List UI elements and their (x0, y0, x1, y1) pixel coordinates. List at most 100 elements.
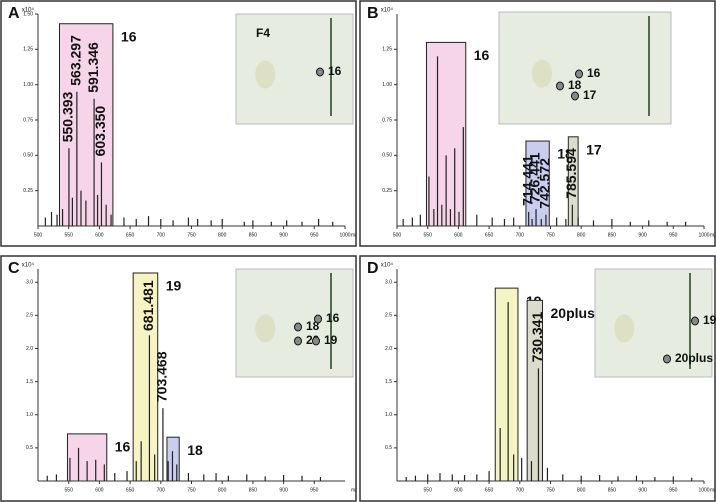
y-tick-label: 1.25 (382, 47, 392, 53)
inset-image: 18162019 (235, 268, 354, 378)
x-tick-label: 800 (218, 232, 227, 238)
inset-spot (575, 69, 583, 79)
y-tick-label: 1.5 (385, 379, 392, 385)
peak-annotation: 726.441 (527, 152, 543, 203)
x-tick-label: 550 (424, 232, 433, 238)
peak-annotation: 591.346 (85, 42, 101, 93)
x-axis-label: m/z (351, 232, 357, 238)
spectrum-panel: 16 500 550 600 650 700 750 800 850 900 950 1000 0.25… (0, 0, 357, 247)
inset-label: 19 (324, 333, 338, 347)
peak-annotation: 703.468 (154, 351, 170, 402)
x-tick-label: 650 (485, 487, 494, 493)
x-tick-label: 650 (485, 232, 494, 238)
x-tick-label: 900 (279, 232, 288, 238)
y-tick-label: 2.0 (26, 346, 33, 352)
group-label: 16 (474, 47, 490, 63)
group-label: 16 (121, 28, 137, 44)
inset-spot (294, 322, 302, 332)
x-tick-label: 950 (669, 232, 678, 238)
x-tick-label: 850 (249, 487, 258, 493)
peak-annotation: 785.594 (563, 148, 579, 199)
x-tick-label: 900 (638, 232, 647, 238)
x-tick-label: 850 (608, 232, 617, 238)
inset-spot (316, 67, 324, 77)
y-tick-label: 0.50 (23, 153, 33, 159)
x-tick-label: 750 (187, 232, 196, 238)
y-tick-label: 0.5 (385, 445, 392, 451)
inset-spot (312, 336, 320, 346)
x-tick-label: 750 (187, 487, 196, 493)
x-tick-label: 1000 (698, 232, 709, 238)
y-tick-label: 0.50 (382, 153, 392, 159)
inset-label: 18 (568, 78, 582, 92)
peak-annotation: 714.441 (519, 155, 535, 206)
x-tick-label: 750 (546, 232, 555, 238)
peak-annotation: 550.393 (60, 91, 76, 142)
y-tick-label: 3.0 (385, 280, 392, 286)
inset-smear (255, 60, 276, 89)
inset-label: 16 (326, 311, 340, 325)
peak-annotation: 730.341 (529, 312, 545, 363)
inset-smear (614, 314, 635, 343)
inset-spot (314, 314, 322, 324)
group-label: 17 (586, 142, 602, 158)
x-axis-label: m/z (710, 232, 716, 238)
y-tick-label: 1.0 (385, 412, 392, 418)
y-tick-label: 0.25 (23, 188, 33, 194)
highlight-box (132, 272, 159, 482)
x-tick-label: 600 (95, 487, 104, 493)
x-tick-label: 600 (454, 487, 463, 493)
y-tick-label: 2.5 (385, 313, 392, 319)
inset-image: F4 16 (235, 13, 354, 125)
inset-spot (691, 316, 699, 326)
inset-smear (255, 314, 276, 343)
panel-letter: C (8, 260, 20, 277)
y-axis-label: x10⁴ (22, 7, 35, 14)
x-axis-label: m/z (351, 487, 357, 493)
x-tick-label: 1000 (339, 232, 350, 238)
group-label: 20plus (551, 305, 596, 321)
y-tick-label: 2.0 (385, 346, 392, 352)
inset-label: 16 (328, 64, 342, 78)
x-tick-label: 600 (454, 232, 463, 238)
y-tick-label: 0.5 (26, 445, 33, 451)
inset-background (235, 268, 354, 378)
x-tick-label: 700 (516, 487, 525, 493)
x-tick-label: 700 (157, 232, 166, 238)
y-tick-label: 0.25 (382, 188, 392, 194)
inset-image: 19 20plus (594, 268, 716, 378)
highlight-box (494, 287, 519, 482)
y-tick-label: 1.00 (23, 82, 33, 88)
x-tick-label: 550 (65, 487, 74, 493)
group-label: 18 (187, 442, 203, 458)
y-tick-label: 1.00 (382, 82, 392, 88)
x-tick-label: 900 (638, 487, 647, 493)
x-tick-label: 700 (157, 487, 166, 493)
x-tick-label: 950 (310, 232, 319, 238)
inset-smear (532, 59, 552, 88)
x-tick-label: 1000 (698, 487, 709, 493)
y-tick-label: 0.75 (382, 117, 392, 123)
panel-letter: A (8, 5, 20, 22)
spectrum-panel: 16 19 18 550 600 650 700 750 800 850 900 950 0.5 1.0 1… (0, 255, 357, 502)
x-axis-label: m/z (710, 487, 716, 493)
peak-annotation: 681.481 (140, 280, 156, 331)
y-axis-label: x10⁴ (381, 262, 394, 269)
x-tick-label: 800 (218, 487, 227, 493)
y-axis-label: x10⁴ (22, 262, 35, 269)
x-tick-label: 600 (95, 232, 104, 238)
x-tick-label: 950 (669, 487, 678, 493)
x-tick-label: 950 (310, 487, 319, 493)
inset-spot (556, 81, 564, 91)
y-tick-label: 3.0 (26, 280, 33, 286)
highlight-box (166, 436, 180, 482)
inset-background (235, 13, 354, 125)
y-tick-label: 0.75 (23, 117, 33, 123)
inset-label: 17 (583, 88, 597, 102)
x-tick-label: 850 (249, 232, 258, 238)
y-tick-label: 1.50 (23, 11, 33, 17)
peak-annotation: 563.297 (68, 35, 84, 86)
